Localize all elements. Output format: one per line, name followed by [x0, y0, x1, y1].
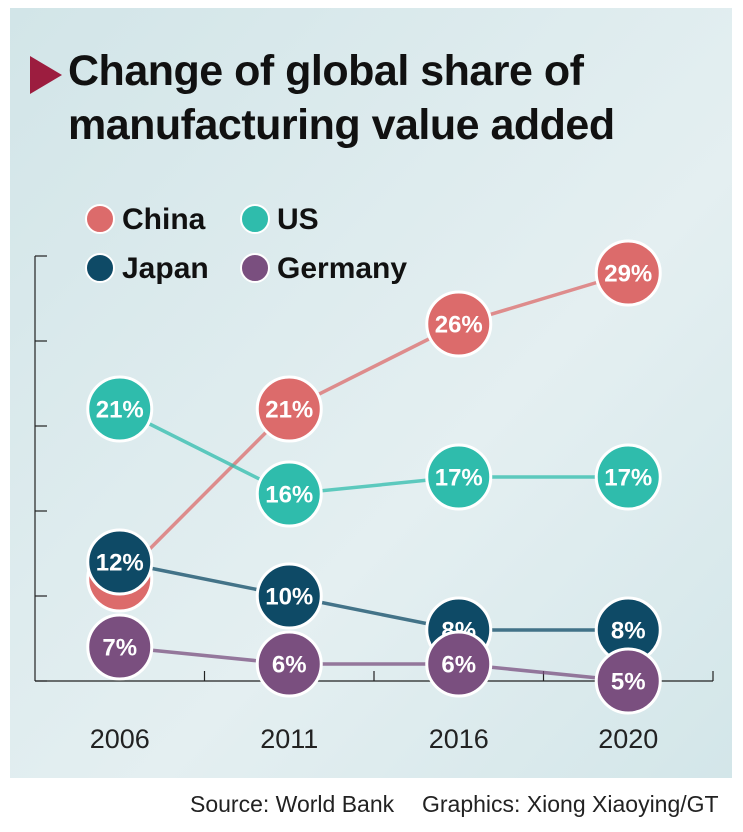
data-point [594, 647, 662, 715]
legend-label: China [122, 203, 206, 236]
data-label: 10% [265, 583, 313, 610]
data-point [425, 443, 493, 511]
data-point [86, 375, 154, 443]
legend-swatch [240, 253, 270, 283]
chart-title: Change of global share of manufacturing … [68, 47, 615, 149]
legend-label: US [277, 203, 319, 236]
data-label: 29% [604, 260, 652, 287]
series-line [118, 407, 629, 496]
data-point [594, 443, 662, 511]
data-point [86, 528, 154, 596]
x-tick-label: 2011 [260, 724, 318, 754]
data-point [86, 613, 154, 681]
data-label: 5% [611, 668, 646, 695]
data-label: 8% [611, 617, 646, 644]
source: Source: World Bank [190, 791, 395, 817]
x-tick-label: 2016 [429, 724, 489, 754]
legend-swatch [240, 204, 270, 234]
data-point [425, 290, 493, 358]
legend-swatch [85, 204, 115, 234]
data-point [255, 562, 323, 630]
data-label: 12% [96, 549, 144, 576]
data-label: 21% [96, 396, 144, 423]
data-label: 6% [272, 651, 307, 678]
data-label: 7% [102, 634, 137, 661]
series-line [119, 560, 629, 632]
data-label: 17% [604, 464, 652, 491]
series-line [119, 645, 629, 683]
credit: Graphics: Xiong Xiaoying/GT [422, 791, 719, 817]
title-marker [30, 56, 62, 94]
data-point [255, 630, 323, 698]
x-tick-label: 2020 [598, 724, 658, 754]
data-point [255, 375, 323, 443]
data-label: 6% [441, 651, 476, 678]
legend-label: Germany [277, 252, 407, 285]
legend-label: Japan [122, 252, 209, 285]
series-line [118, 271, 629, 581]
data-label: 26% [435, 311, 483, 338]
data-label: 21% [265, 396, 313, 423]
data-point [255, 460, 323, 528]
data-point [425, 630, 493, 698]
data-point [594, 239, 662, 307]
data-label: 16% [265, 481, 313, 508]
legend-swatch [85, 253, 115, 283]
x-tick-label: 2006 [90, 724, 150, 754]
data-label: 17% [435, 464, 483, 491]
